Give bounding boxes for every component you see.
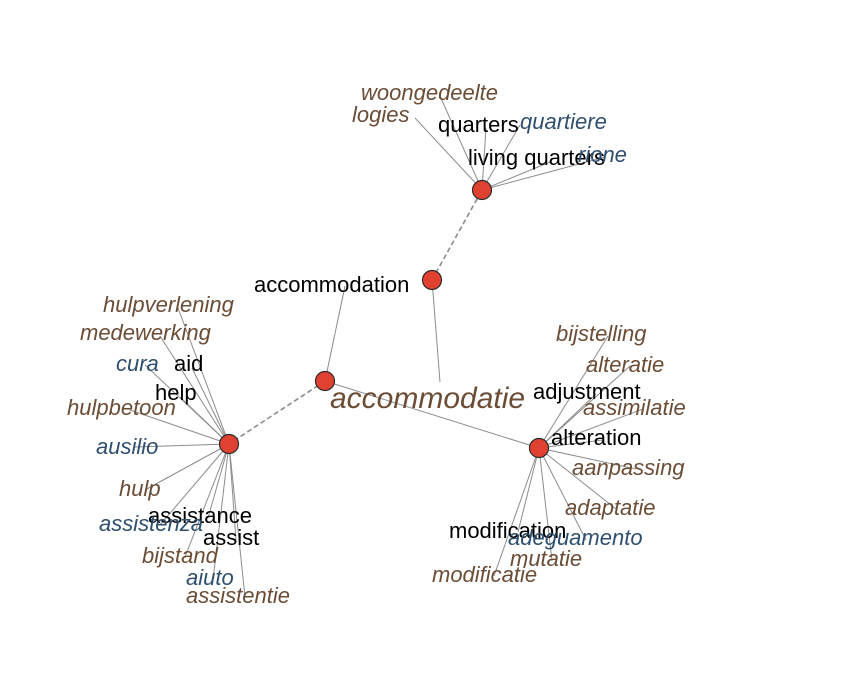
edge-aid-aiuto bbox=[212, 443, 230, 581]
edge-aid-bijstand bbox=[184, 443, 230, 558]
node-living-quarters bbox=[471, 179, 493, 201]
labels: accommodatie accommodation living quarte… bbox=[67, 80, 686, 608]
label-assistance: assistance bbox=[148, 503, 252, 528]
edge-aid-aid bbox=[191, 367, 230, 445]
edge-living-quarters-quarters bbox=[481, 127, 487, 191]
label-help: help bbox=[155, 380, 197, 405]
label-quarters: quarters bbox=[438, 112, 519, 137]
label-adaptatie: adaptatie bbox=[565, 495, 656, 520]
nodes bbox=[218, 179, 550, 459]
hub-label-accommodation: accommodation bbox=[254, 272, 409, 297]
edge-alteration-modification bbox=[517, 447, 540, 533]
label-alteratie: alteratie bbox=[586, 352, 664, 377]
edge-alteration-alteratie bbox=[538, 365, 631, 449]
label-bijstand: bijstand bbox=[142, 543, 219, 568]
edge-aid-assist bbox=[228, 443, 237, 541]
edge-root-aid bbox=[228, 380, 326, 445]
label-medewerking: medewerking bbox=[80, 320, 212, 345]
label-assist: assist bbox=[203, 525, 259, 550]
edge-alteration-modificatie bbox=[493, 447, 540, 577]
edge-root-alteration bbox=[324, 380, 540, 449]
edge-aid-hulpbetoon bbox=[129, 409, 230, 445]
edge-living-quarters-rione bbox=[481, 156, 606, 191]
edge-aid-medewerking bbox=[159, 335, 230, 445]
edges bbox=[129, 95, 644, 598]
label-modification: modification bbox=[449, 518, 566, 543]
edge-living-quarters-logies bbox=[414, 117, 483, 191]
edge-aid-assistentie bbox=[228, 443, 246, 598]
label-woongedeelte: woongedeelte bbox=[361, 80, 498, 105]
label-modificatie: modificatie bbox=[432, 562, 537, 587]
edge-accommodation-alteration bbox=[431, 279, 441, 383]
label-adjustment: adjustment bbox=[533, 379, 641, 404]
label-adeguamento: adeguamento bbox=[508, 525, 643, 550]
edge-living-quarters-label bbox=[481, 161, 551, 191]
edge-root-accommodation-label bbox=[324, 285, 346, 382]
edge-alteration-adeguamento bbox=[538, 447, 587, 541]
label-assistenza: assistenza bbox=[99, 511, 203, 536]
label-logies: logies bbox=[352, 102, 409, 127]
edge-alteration-mutatie bbox=[538, 447, 553, 562]
edge-living-quarters-woongedeelte bbox=[439, 95, 483, 191]
label-rione: rione bbox=[578, 142, 627, 167]
edge-alteration-adjustment bbox=[538, 393, 597, 449]
label-hulp: hulp bbox=[119, 476, 161, 501]
edge-alteration-bijstelling bbox=[538, 335, 609, 449]
label-aiuto: aiuto bbox=[186, 565, 234, 590]
node-alteration bbox=[528, 437, 550, 459]
edge-aid-assistenza bbox=[159, 443, 230, 526]
label-aanpassing: aanpassing bbox=[572, 455, 685, 480]
label-mutatie: mutatie bbox=[510, 546, 582, 571]
label-cura: cura bbox=[116, 351, 159, 376]
edge-alteration-assimilatie bbox=[538, 408, 644, 449]
edge-aid-ausilio bbox=[134, 443, 230, 448]
edge-living-quarters-quartiere bbox=[481, 124, 521, 191]
edge-aid-help bbox=[179, 396, 230, 445]
hub-label-aid: aid bbox=[174, 351, 203, 376]
label-ausilio: ausilio bbox=[96, 434, 158, 459]
edge-aid-assistance bbox=[207, 443, 230, 519]
node-aid bbox=[218, 433, 240, 455]
label-bijstelling: bijstelling bbox=[556, 321, 647, 346]
label-hulpverlening: hulpverlening bbox=[103, 292, 235, 317]
node-root bbox=[314, 370, 336, 392]
label-assistentie: assistentie bbox=[186, 583, 290, 608]
hub-label-alteration: alteration bbox=[551, 425, 642, 450]
label-assimilatie: assimilatie bbox=[583, 395, 686, 420]
label-quartiere: quartiere bbox=[520, 109, 607, 134]
edge-alteration-aanpassing bbox=[538, 447, 637, 470]
edge-alteration-adaptatie bbox=[538, 447, 617, 510]
edge-aid-hulpverlening bbox=[177, 307, 230, 445]
edge-aid-hulp bbox=[144, 443, 230, 491]
edge-accommodation-living-quarters bbox=[431, 189, 483, 281]
node-accommodation bbox=[421, 269, 443, 291]
edge-alteration-alteration bbox=[538, 439, 604, 449]
hub-label-living-quarters: living quarters bbox=[468, 145, 605, 170]
label-hulpbetoon: hulpbetoon bbox=[67, 395, 176, 420]
center-word-label: accommodatie bbox=[330, 382, 525, 415]
